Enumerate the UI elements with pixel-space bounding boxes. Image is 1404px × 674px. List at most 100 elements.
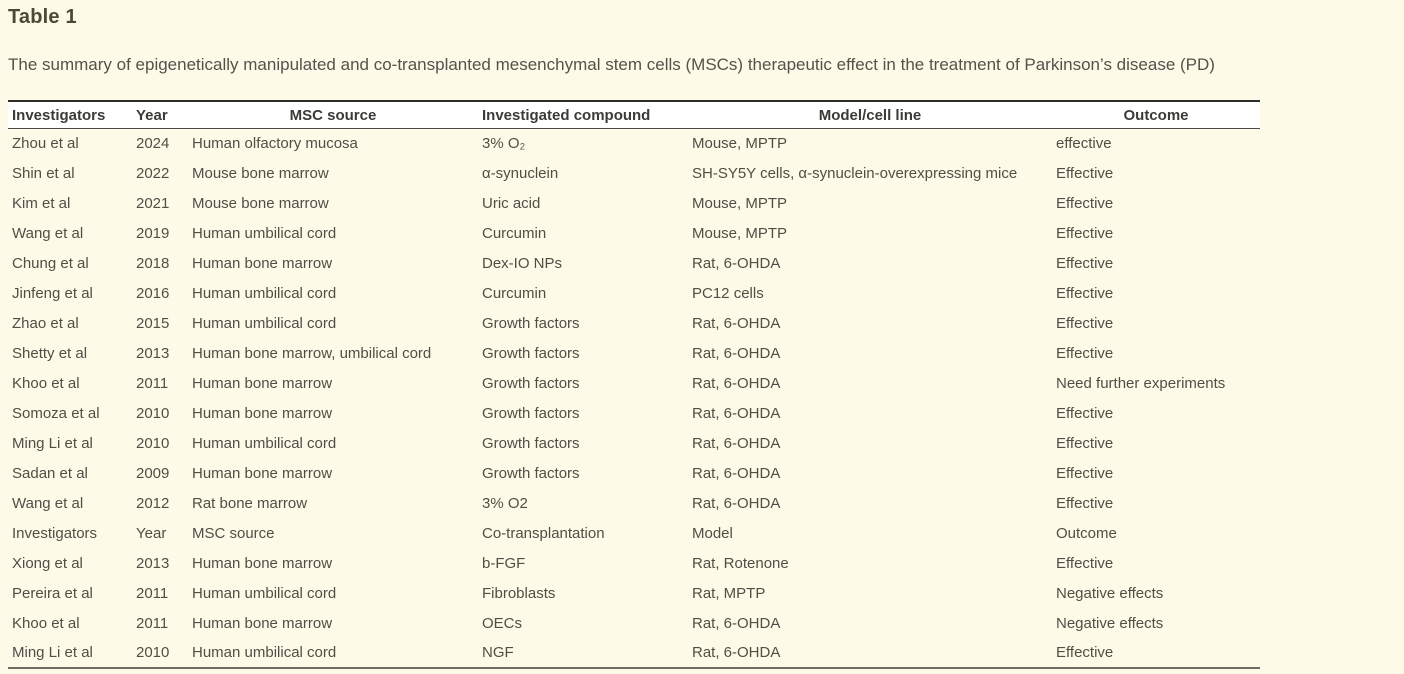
table-cell: Rat, 6-OHDA <box>692 374 781 392</box>
table-cell: Somoza et al <box>12 404 100 422</box>
table-cell: Human bone marrow <box>192 554 333 572</box>
table-cell: Sadan et al <box>12 464 88 482</box>
table-cell: 2010 <box>136 434 170 452</box>
table-header: Investigators Year MSC source Investigat… <box>8 101 1260 129</box>
table-cell: OECs <box>482 614 523 632</box>
table-cell: Rat, 6-OHDA <box>692 464 781 482</box>
table-cell: Human umbilical cord <box>192 224 337 242</box>
table-row: Jinfeng et al 2016 Human umbilical cord Cur… <box>8 278 1260 308</box>
table-cell: 2018 <box>136 254 170 272</box>
table-cell: 2012 <box>136 494 170 512</box>
table-cell: Rat, 6-OHDA <box>692 494 781 512</box>
table-cell: NGF <box>482 644 514 662</box>
table-cell: 2011 <box>136 584 169 602</box>
table-cell: Shin et al <box>12 164 75 182</box>
table-cell: 2009 <box>136 464 170 482</box>
table-cell: Dex-IO NPs <box>482 254 563 272</box>
table-cell: Effective <box>1056 224 1114 242</box>
table-cell: Human bone marrow <box>192 254 333 272</box>
table-cell: Shetty et al <box>12 344 88 362</box>
table-cell: 3% O₂ <box>482 135 526 153</box>
table-cell: 2021 <box>136 194 170 212</box>
table-cell: Chung et al <box>12 254 89 272</box>
table-cell: Mouse, MPTP <box>692 224 788 242</box>
table-cell: Effective <box>1056 434 1114 452</box>
table-cell: Human bone marrow <box>192 404 333 422</box>
table-cell: Effective <box>1056 344 1114 362</box>
table-row: Ming Li et al 2010 Human umbilical cord NGF… <box>8 638 1260 668</box>
table-cell: Rat, 6-OHDA <box>692 614 781 632</box>
table-cell: 3% O2 <box>482 494 528 512</box>
table-row: Xiong et al 2013 Human bone marrow b-FGF Rat… <box>8 548 1260 578</box>
table-title: Table 1 <box>8 6 77 28</box>
table-cell: Curcumin <box>482 224 547 242</box>
column-header-outcome: Outcome <box>1123 106 1189 124</box>
table-cell: 2022 <box>136 164 170 182</box>
column-header-msc-source: MSC source <box>289 106 377 124</box>
table-cell: Uric acid <box>482 194 541 212</box>
column-header-investigated-compound: Investigated compound <box>482 106 651 124</box>
table-header-row: Investigators Year MSC source Investigat… <box>8 101 1260 129</box>
table-cell: Human umbilical cord <box>192 284 337 302</box>
table-cell: Wang et al <box>12 494 84 512</box>
table-cell: Growth factors <box>482 464 580 482</box>
table-cell: Rat, MPTP <box>692 584 766 602</box>
table-cell: Human umbilical cord <box>192 644 337 662</box>
table-cell: Curcumin <box>482 284 547 302</box>
table-cell: Growth factors <box>482 314 580 332</box>
table-cell: Growth factors <box>482 374 580 392</box>
table-cell: Jinfeng et al <box>12 284 93 302</box>
table-cell: Rat, Rotenone <box>692 554 789 572</box>
table-cell: Zhao et al <box>12 314 79 332</box>
table-row: Shin et al 2022 Mouse bone marrow α-synucle… <box>8 158 1260 188</box>
table-row: Ming Li et al 2010 Human umbilical cord Gro… <box>8 428 1260 458</box>
table-cell: 2011 <box>136 374 169 392</box>
table-cell: Rat bone marrow <box>192 494 308 512</box>
table-cell: 2016 <box>136 284 170 302</box>
table-cell: Rat, 6-OHDA <box>692 314 781 332</box>
table-cell: Effective <box>1056 194 1114 212</box>
table-row: Pereira et al 2011 Human umbilical cord Fib… <box>8 578 1260 608</box>
table-row: Zhou et al 2024 Human olfactory mucosa 3% O… <box>8 128 1260 158</box>
table-body: Zhou et al 2024 Human olfactory mucosa 3% O… <box>8 128 1260 668</box>
table-cell: Need further experiments <box>1056 374 1226 392</box>
table-cell: Growth factors <box>482 404 580 422</box>
table-cell: Effective <box>1056 164 1114 182</box>
table-cell: b-FGF <box>482 554 526 572</box>
table-cell: PC12 cells <box>692 284 764 302</box>
table-cell: 2024 <box>136 135 170 153</box>
table-cell: Growth factors <box>482 434 580 452</box>
table-cell: Human olfactory mucosa <box>192 135 358 153</box>
table-cell: Rat, 6-OHDA <box>692 254 781 272</box>
table-cell: 2013 <box>136 554 170 572</box>
table-cell: effective <box>1056 135 1112 153</box>
table-cell: Effective <box>1056 644 1114 662</box>
table-cell: Mouse, MPTP <box>692 135 788 153</box>
table-cell: Human umbilical cord <box>192 434 337 452</box>
table-cell: Year <box>136 524 167 542</box>
table-cell: Mouse bone marrow <box>192 194 329 212</box>
table-cell: Human umbilical cord <box>192 584 337 602</box>
column-header-investigators: Investigators <box>12 106 106 124</box>
table-cell: Investigators <box>12 524 98 542</box>
table-cell: 2010 <box>136 644 170 662</box>
table-row: Khoo et al 2011 Human bone marrow OECs Rat, … <box>8 608 1260 638</box>
table-cell: Ming Li et al <box>12 434 93 452</box>
table-cell: Effective <box>1056 284 1114 302</box>
table-cell: Negative effects <box>1056 584 1164 602</box>
table-caption: The summary of epigenetically manipulate… <box>8 55 1215 74</box>
table-cell: Fibroblasts <box>482 584 556 602</box>
table-cell: Model <box>692 524 733 542</box>
table-cell: Human bone marrow, umbilical cord <box>192 344 432 362</box>
table-cell: 2013 <box>136 344 170 362</box>
table-row: Khoo et al 2011 Human bone marrow Growth fa… <box>8 368 1260 398</box>
table-cell: 2019 <box>136 224 170 242</box>
table-cell: Xiong et al <box>12 554 83 572</box>
table-cell: Human bone marrow <box>192 464 333 482</box>
table-row: Somoza et al 2010 Human bone marrow Growth … <box>8 398 1260 428</box>
table-row: Zhao et al 2015 Human umbilical cord Growth… <box>8 308 1260 338</box>
table-row: Sadan et al 2009 Human bone marrow Growth f… <box>8 458 1260 488</box>
table-cell: MSC source <box>192 524 275 542</box>
table-cell: Co-transplantation <box>482 524 605 542</box>
